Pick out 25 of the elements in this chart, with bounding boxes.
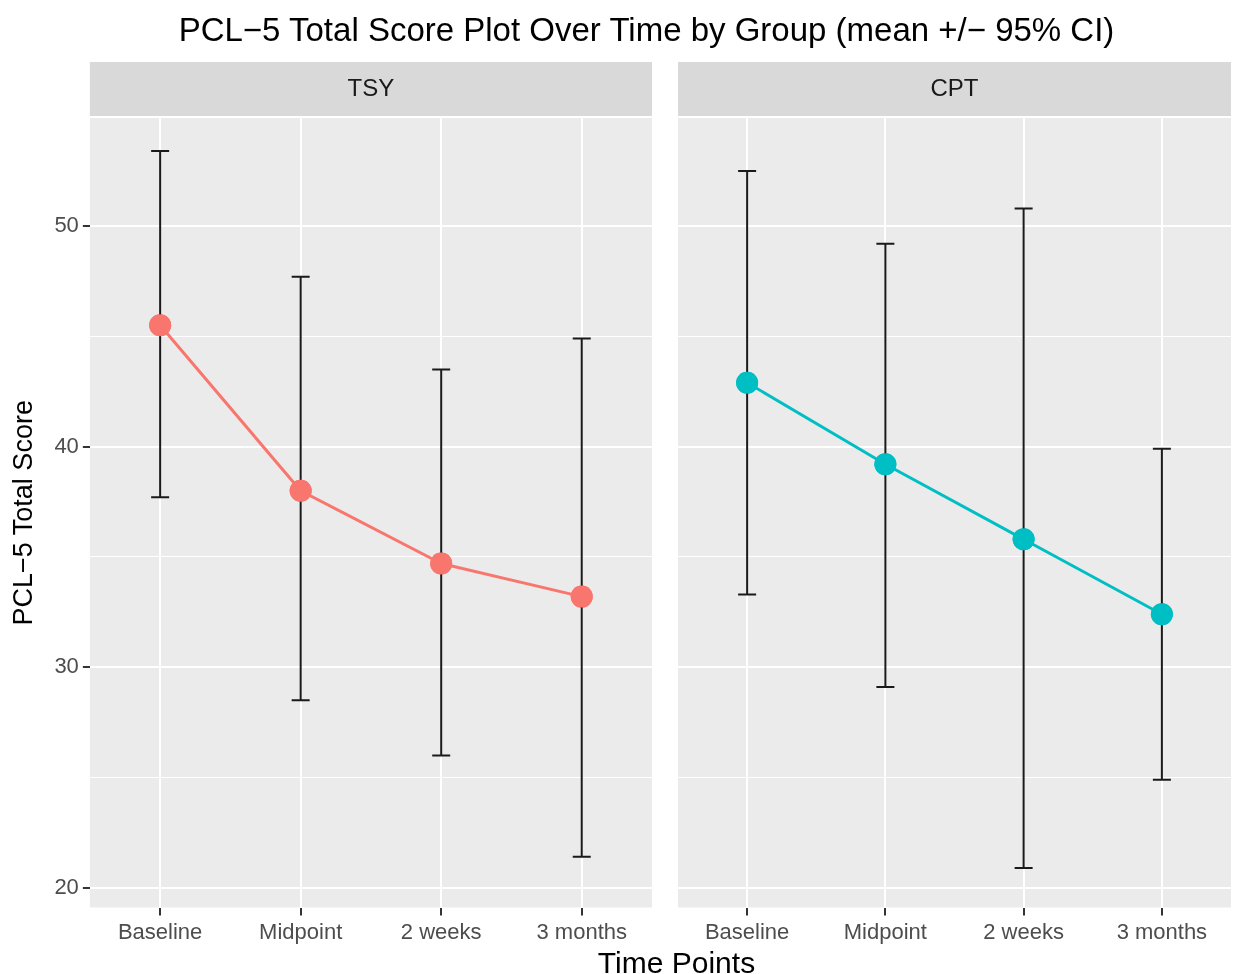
point <box>1150 603 1173 626</box>
y-axis-title: PCL−5 Total Score <box>7 400 38 626</box>
y-tick-label: 30 <box>54 653 79 679</box>
x-tick-label: 3 months <box>1116 918 1208 944</box>
point <box>874 453 897 476</box>
x-axis-title: Time Points <box>596 946 757 974</box>
point <box>570 585 593 608</box>
point <box>736 371 759 394</box>
point <box>1012 528 1035 551</box>
x-tick-label: 2 weeks <box>400 918 482 944</box>
x-tick-label: 2 weeks <box>983 918 1064 944</box>
chart-subtitle: CPT <box>930 73 979 101</box>
x-tick-label: 3 months <box>536 918 627 944</box>
point <box>149 314 172 337</box>
y-tick-label: 40 <box>54 432 79 458</box>
point <box>289 479 312 502</box>
chart-title: PCL−5 Total Score Plot Over Time by Group (mean +/− 95% CI) <box>177 10 1116 50</box>
chart-subtitle: TSY <box>347 73 395 101</box>
x-tick-label: Midpoint <box>259 918 343 944</box>
x-tick-label: Baseline <box>704 918 790 944</box>
x-tick-label: Baseline <box>117 918 203 944</box>
y-tick-label: 50 <box>54 212 79 238</box>
x-tick-label: Midpoint <box>843 918 927 944</box>
y-tick-label: 20 <box>54 873 79 899</box>
point <box>430 552 453 575</box>
